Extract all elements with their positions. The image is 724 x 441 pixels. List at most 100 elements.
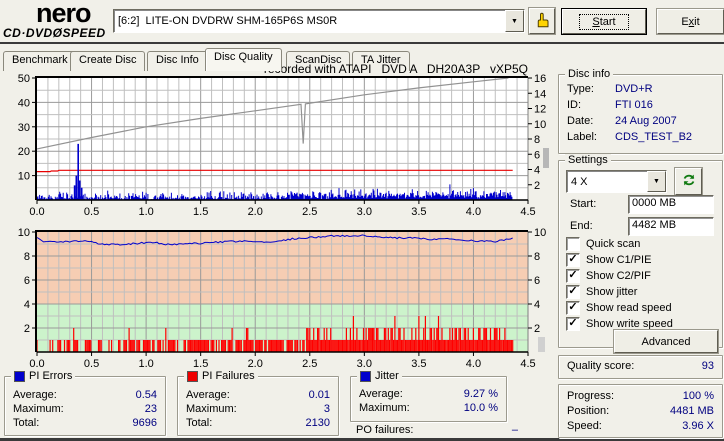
checkbox-icon[interactable]: ✓ [566, 317, 580, 331]
checkbox-icon[interactable]: ✓ [566, 285, 580, 299]
svg-text:40: 40 [18, 97, 30, 109]
svg-text:16: 16 [534, 73, 546, 85]
maximum-label: Maximum: [359, 402, 410, 414]
drive-select[interactable]: [6:2] LITE-ON DVDRW SHM-165P6S MS0R ▼ [113, 9, 525, 33]
svg-text:4.0: 4.0 [466, 206, 481, 218]
tab-benchmark[interactable]: Benchmark [3, 51, 77, 71]
eject-button[interactable] [529, 8, 555, 34]
svg-text:4.0: 4.0 [466, 358, 481, 370]
show-c1-pie-label: Show C1/PIE [586, 254, 652, 266]
svg-text:10: 10 [534, 227, 546, 239]
position-label: Position: [567, 405, 610, 417]
average-value: 9.27 % [463, 388, 498, 400]
gray-marker [543, 148, 549, 168]
svg-text:3.0: 3.0 [357, 206, 372, 218]
po-failures-value: – [511, 424, 518, 436]
red-square-icon [187, 370, 198, 382]
type-label: Type: [567, 83, 594, 95]
exit-button[interactable]: Exit [657, 9, 724, 34]
svg-text:0.0: 0.0 [29, 358, 44, 370]
total-value: 9696 [132, 417, 157, 429]
chevron-down-icon[interactable]: ▼ [505, 10, 524, 32]
checkbox-icon[interactable]: ✓ [566, 253, 580, 267]
maximum-label: Maximum: [13, 403, 64, 415]
show-write-speed-label: Show write speed [586, 318, 673, 330]
total-value: 2130 [305, 417, 330, 429]
chevron-down-icon[interactable]: ▼ [647, 171, 666, 192]
svg-text:20: 20 [18, 146, 30, 158]
settings-title: Settings [565, 154, 611, 166]
svg-text:3.0: 3.0 [357, 358, 372, 370]
tab-ta-jitter[interactable]: TA Jitter [352, 51, 410, 71]
advanced-button-label: Advanced [641, 335, 691, 348]
start-button[interactable]: Start [562, 9, 646, 34]
bottom-divider [0, 438, 724, 441]
end-position-label: End: [570, 220, 593, 232]
drive-select-value: [6:2] LITE-ON DVDRW SHM-165P6S MS0R [118, 15, 338, 27]
svg-text:3.5: 3.5 [411, 206, 426, 218]
speed-value: 3.96 X [682, 420, 714, 432]
scan-speed-select[interactable]: 4 X ▼ [566, 170, 667, 193]
tab-disc-info[interactable]: Disc Info [147, 51, 208, 71]
checkbox-icon[interactable]: ✓ [566, 301, 580, 315]
checkbox-icon[interactable]: ✓ [566, 269, 580, 283]
show-write-speed-checkbox[interactable]: ✓ Show write speed [566, 317, 673, 331]
progress-box: Progress: 100 % Position: 4481 MB Speed:… [558, 384, 723, 438]
tab-disc-quality[interactable]: Disc Quality [205, 48, 282, 71]
svg-text:4.5: 4.5 [520, 358, 535, 370]
jitter-panel: Jitter Average: 9.27 % Maximum: 10.0 % [350, 370, 507, 422]
show-jitter-checkbox[interactable]: ✓ Show jitter [566, 285, 637, 299]
chart-recorded-with-title: recorded with ATAPI DVD A DH20A3P vXP5Q [263, 62, 528, 76]
svg-text:6: 6 [534, 149, 540, 161]
refresh-button[interactable] [675, 168, 702, 195]
maximum-label: Maximum: [186, 403, 237, 415]
svg-text:50: 50 [18, 73, 30, 85]
svg-text:2.5: 2.5 [302, 206, 317, 218]
svg-text:30: 30 [18, 122, 30, 134]
svg-text:8: 8 [534, 251, 540, 263]
quality-score-box: Quality score: 93 [558, 355, 723, 379]
pi-errors-panel: PI Errors Average: 0.54 Maximum: 23 Tota… [4, 370, 166, 436]
svg-text:0.5: 0.5 [84, 358, 99, 370]
quality-score-value: 93 [701, 360, 714, 372]
maximum-value: 10.0 % [463, 402, 498, 414]
checkbox-icon[interactable] [566, 237, 580, 251]
svg-text:8: 8 [24, 251, 30, 263]
average-label: Average: [186, 389, 230, 401]
quick-scan-label: Quick scan [586, 238, 641, 250]
svg-text:6: 6 [534, 275, 540, 287]
tab-create-disc[interactable]: Create Disc [70, 51, 146, 71]
quick-scan-checkbox[interactable]: Quick scan [566, 237, 640, 251]
end-position-field[interactable]: 4482 MB [628, 217, 714, 236]
id-value: FTI 016 [615, 99, 653, 111]
svg-text:2.0: 2.0 [248, 358, 263, 370]
pi-failures-panel: PI Failures Average: 0.01 Maximum: 3 Tot… [177, 370, 339, 436]
progress-label: Progress: [567, 390, 615, 402]
jitter-panel-legend: Jitter [357, 370, 402, 382]
speed-label: Speed: [567, 420, 602, 432]
label-label: Label: [567, 131, 597, 143]
svg-text:6: 6 [24, 275, 30, 287]
average-label: Average: [13, 389, 57, 401]
show-jitter-label: Show jitter [586, 286, 638, 298]
disc-info-group: Disc info Type: DVD+R ID: FTI 016 Date: … [558, 68, 723, 154]
id-label: ID: [567, 99, 582, 111]
show-read-speed-checkbox[interactable]: ✓ Show read speed [566, 301, 672, 315]
total-label: Total: [186, 417, 213, 429]
scan-speed-value: 4 X [571, 175, 588, 188]
blue-square-icon [360, 370, 371, 382]
advanced-button[interactable]: Advanced [614, 330, 718, 353]
start-position-field[interactable]: 0000 MB [628, 195, 714, 214]
maximum-value: 3 [323, 403, 330, 415]
svg-text:0.5: 0.5 [84, 206, 99, 218]
show-c2-pif-checkbox[interactable]: ✓ Show C2/PIF [566, 269, 651, 283]
type-value: DVD+R [615, 83, 653, 95]
end-position-value: 4482 MB [632, 219, 677, 231]
gray-marker [538, 337, 545, 352]
position-value: 4481 MB [669, 405, 714, 417]
disc-info-title: Disc info [565, 68, 614, 80]
tab-scandisc[interactable]: ScanDisc [286, 51, 351, 71]
average-value: 0.01 [308, 389, 330, 401]
show-c1-pie-checkbox[interactable]: ✓ Show C1/PIE [566, 253, 651, 267]
